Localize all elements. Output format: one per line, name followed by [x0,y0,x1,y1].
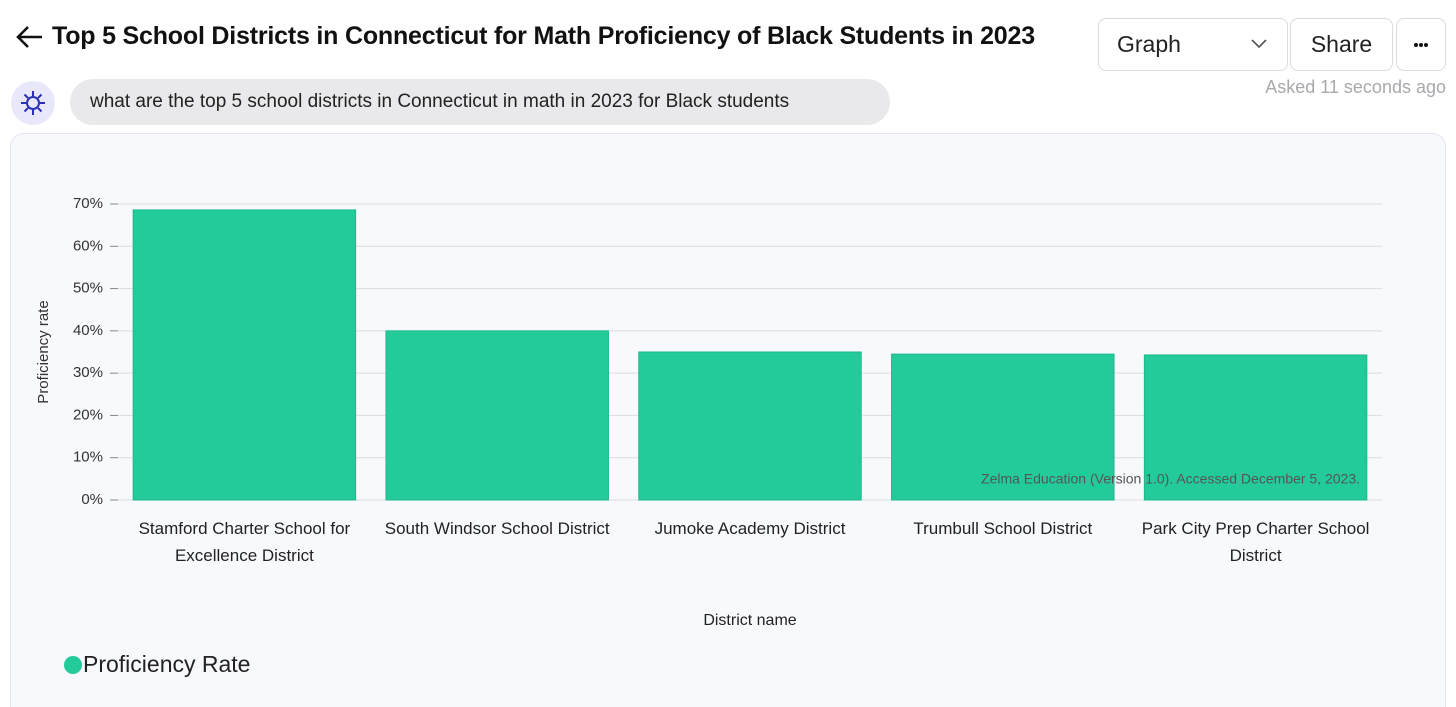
y-tick-label: 60% [73,237,103,254]
y-tick-label: 10% [73,449,103,466]
page-title: Top 5 School Districts in Connecticut fo… [52,22,1035,50]
legend-label: Proficiency Rate [83,651,250,677]
view-select[interactable]: Graph [1098,18,1288,71]
x-tick-label: Jumoke Academy District [654,519,846,538]
bar [132,209,357,501]
bar [1143,354,1368,501]
y-tick-label: 40% [73,322,103,339]
x-tick-label: Park City Prep Charter School District [1141,519,1370,565]
asked-time: Asked 11 seconds ago [1265,77,1446,97]
y-tick-label: 0% [81,491,103,508]
query-text: what are the top 5 school districts in C… [90,91,790,112]
x-tick-label: Trumbull School District [913,519,1093,538]
source-note: Zelma Education (Version 1.0). Accessed … [981,471,1360,487]
y-tick-label: 70% [73,195,103,212]
more-icon [1414,42,1428,47]
back-arrow[interactable] [14,24,44,50]
x-tick-label: South Windsor School District [384,519,610,538]
query-bubble: what are the top 5 school districts in C… [70,79,890,125]
bar [638,351,862,501]
user-avatar [11,81,55,125]
x-tick-label: Stamford Charter School for Excellence D… [138,519,351,565]
y-tick-label: 20% [73,406,103,423]
bar [385,330,609,501]
chevron [1251,39,1267,49]
legend-marker [64,656,82,674]
x-axis-label: District name [703,612,796,629]
bar [891,353,1115,501]
share-button[interactable]: Share [1290,18,1393,71]
y-tick-label: 50% [73,280,103,297]
y-tick-label: 30% [73,364,103,381]
more-button[interactable] [1396,18,1446,71]
y-axis-label: Proficiency rate [35,300,52,403]
view-select-label: Graph [1117,31,1181,57]
